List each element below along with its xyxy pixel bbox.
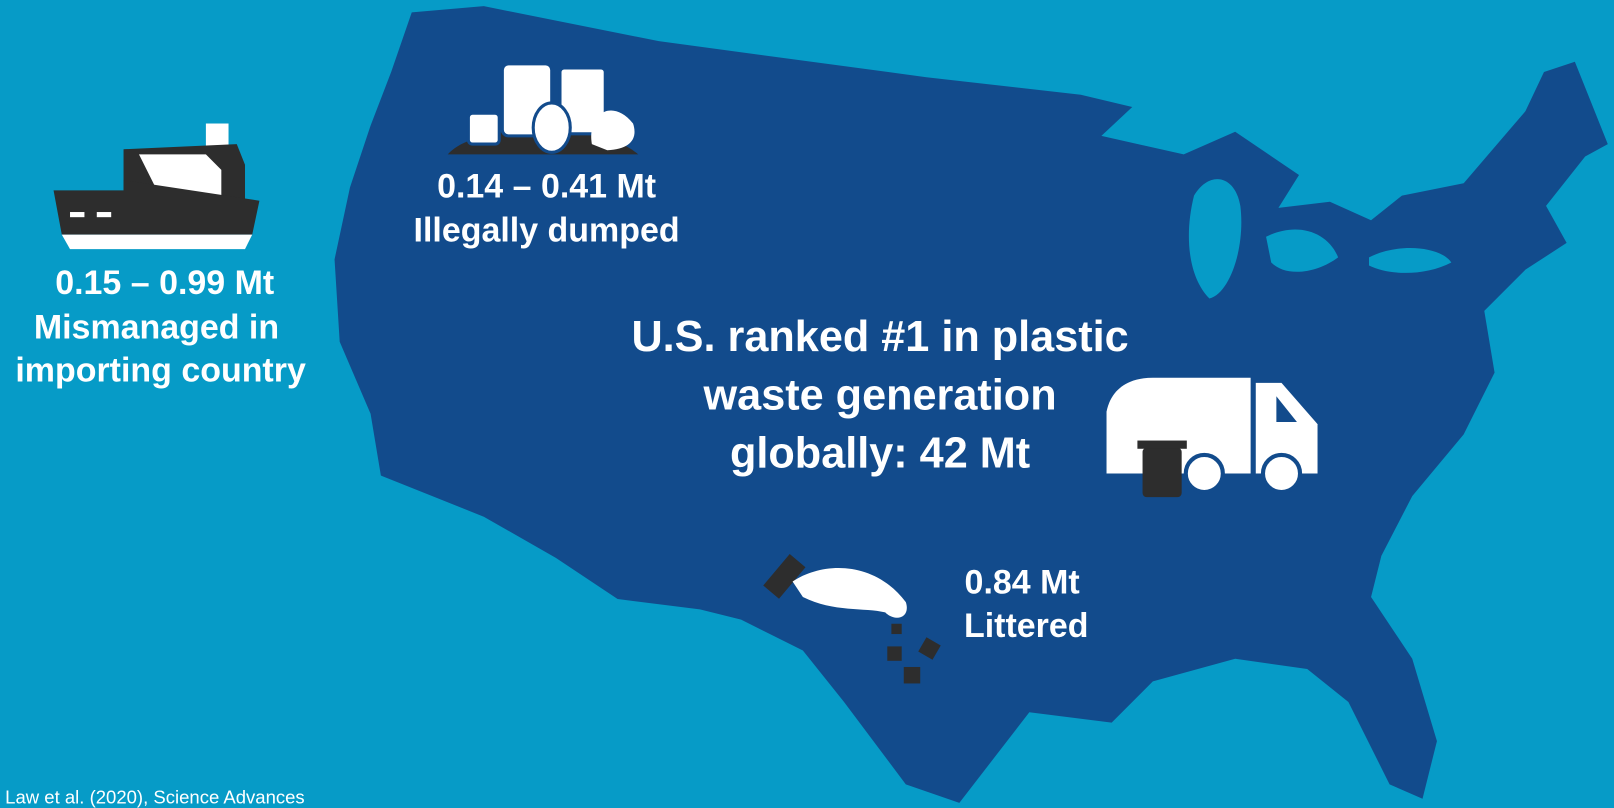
great-lakes [1188, 179, 1452, 299]
callout-amount: 0.84 Mt [965, 564, 1080, 602]
callout-label: Illegally dumped [414, 212, 680, 250]
source: Law et al. (2020), Science Advances [5, 787, 305, 808]
callout-amount: 0.14 – 0.41 Mt [437, 167, 656, 205]
headline: U.S. ranked #1 in plastic [631, 313, 1128, 361]
littering-hand-icon [763, 554, 941, 684]
callout-label: Littered [964, 607, 1089, 645]
headline: waste generation [703, 372, 1057, 420]
garbage-truck-icon [1106, 377, 1318, 498]
us-map [334, 6, 1608, 803]
headline: globally: 42 Mt [730, 429, 1030, 477]
dumped-waste-icon [447, 62, 639, 155]
ship-icon [53, 123, 260, 250]
callout-amount: 0.15 – 0.99 Mt [55, 264, 274, 302]
callout-label: Mismanaged in [34, 308, 279, 346]
callout-label: importing country [15, 352, 306, 390]
